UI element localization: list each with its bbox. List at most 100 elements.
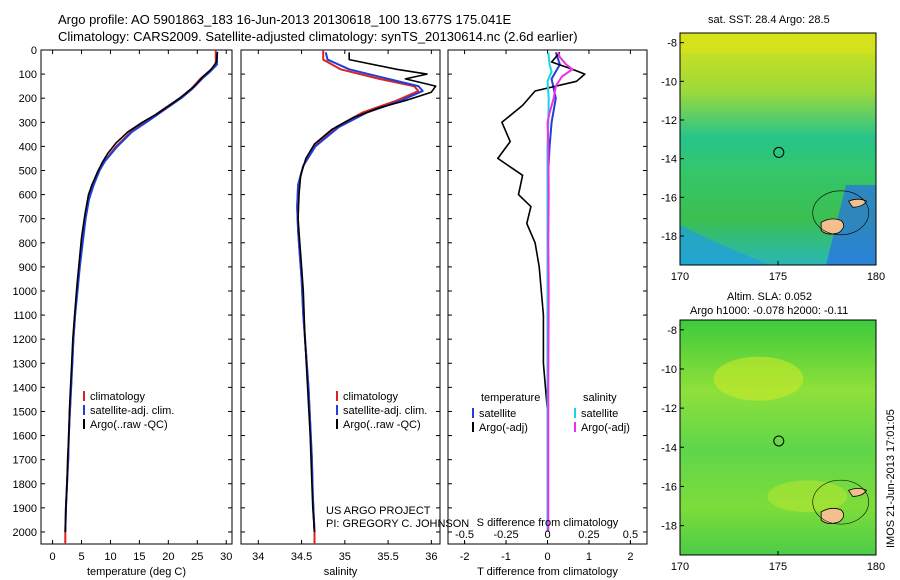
- y-tick-label: 0: [31, 45, 37, 57]
- x-axis-label: salinity: [324, 566, 358, 578]
- x-tick-label: 34: [252, 551, 264, 563]
- map-cool-patch: [680, 225, 770, 265]
- x-tick-label: 5: [78, 551, 84, 563]
- y-tick-label: 1300: [13, 358, 37, 370]
- legend-label: climatology: [90, 391, 146, 403]
- reef-contour: [812, 190, 870, 236]
- map-y-tick-label: -8: [667, 38, 677, 50]
- plot-frame: [240, 49, 441, 545]
- x-tick-label: 20: [162, 551, 174, 563]
- map-y-tick-label: -18: [661, 521, 677, 533]
- map-y-tick-label: -16: [661, 481, 677, 493]
- y-tick-label: 700: [19, 214, 37, 226]
- x-tick-label: 10: [104, 551, 116, 563]
- sla-map-title-line2: Argo h1000: -0.078 h2000: -0.11: [690, 305, 849, 317]
- sla-map: [679, 319, 877, 556]
- x-tick-label: 0: [544, 551, 550, 563]
- y-tick-label: 900: [19, 262, 37, 274]
- map-y-tick-label: -14: [661, 442, 677, 454]
- y-tick-label: 600: [19, 190, 37, 202]
- y-tick-label: 1900: [13, 503, 37, 515]
- series-line-argo: [297, 52, 437, 533]
- sst-map: [679, 32, 877, 266]
- y-tick-label: 1100: [13, 310, 37, 322]
- series-line-argo: [496, 51, 586, 532]
- map-x-tick-label: 170: [671, 271, 689, 283]
- imos-credit: IMOS 21-Jun-2013 17:01:05: [885, 409, 897, 548]
- sla-map-title-line1: Altim. SLA: 0.052: [727, 291, 812, 303]
- y-tick-label: 1000: [13, 286, 37, 298]
- legend-label: satellite-adj. clim.: [90, 405, 174, 417]
- x-tick-label: 34.5: [291, 551, 312, 563]
- map-x-tick-label: 180: [867, 271, 885, 283]
- y-tick-label: 200: [19, 93, 37, 105]
- x-tick-label: 25: [191, 551, 203, 563]
- y-tick-label: 500: [19, 165, 37, 177]
- x2-axis-label: S difference from climatology: [477, 517, 619, 529]
- map-x-tick-label: 175: [769, 561, 787, 573]
- map-cool-patch: [826, 185, 876, 265]
- project-label: US ARGO PROJECT: [326, 505, 431, 517]
- y-tick-label: 800: [19, 238, 37, 250]
- sst-map-title: sat. SST: 28.4 Argo: 28.5: [708, 14, 830, 26]
- map-high-patch: [713, 356, 804, 401]
- legend-label: satellite: [479, 408, 516, 420]
- x2-tick-label: -0.5: [455, 529, 474, 541]
- profile-title: Argo profile: AO 5901863_183 16-Jun-2013…: [58, 12, 512, 27]
- x-tick-label: 35.5: [377, 551, 398, 563]
- legend-label: Argo(-adj): [581, 422, 630, 434]
- series-line-argo_salinity: [546, 52, 574, 532]
- y-tick-label: 2000: [13, 527, 37, 539]
- y-tick-label: 300: [19, 117, 37, 129]
- y-tick-label: 1700: [13, 455, 37, 467]
- x-axis-label: T difference from climatology: [477, 566, 618, 578]
- argo-location-marker: [773, 146, 785, 158]
- map-y-tick-label: -18: [661, 231, 677, 243]
- legend-label: Argo(-adj): [479, 422, 528, 434]
- map-y-tick-label: -12: [661, 115, 677, 127]
- x-tick-label: 36: [425, 551, 437, 563]
- y-tick-label: 1800: [13, 479, 37, 491]
- y-tick-label: 400: [19, 141, 37, 153]
- x-tick-label: -1: [501, 551, 511, 563]
- island-shape: [820, 218, 845, 235]
- map-x-tick-label: 170: [671, 561, 689, 573]
- legend-label: Argo(..raw -QC): [90, 419, 168, 431]
- x-tick-label: 35: [339, 551, 351, 563]
- map-y-tick-label: -10: [661, 364, 677, 376]
- map-y-tick-label: -12: [661, 403, 677, 415]
- legend-label: Argo(..raw -QC): [343, 419, 421, 431]
- map-y-tick-label: -10: [661, 76, 677, 88]
- y-tick-label: 1400: [13, 382, 37, 394]
- y-tick-label: 1500: [13, 406, 37, 418]
- island-shape: [847, 198, 868, 208]
- x-axis-label: temperature (deg C): [87, 566, 186, 578]
- y-tick-label: 1600: [13, 431, 37, 443]
- x2-tick-label: 0.25: [578, 529, 599, 541]
- x2-tick-label: -0.25: [494, 529, 519, 541]
- reef-contour: [812, 479, 870, 525]
- plot-frame: [40, 49, 233, 545]
- map-y-tick-label: -16: [661, 192, 677, 204]
- x-tick-label: 0: [50, 551, 56, 563]
- map-high-patch: [767, 480, 848, 513]
- climatology-title: Climatology: CARS2009. Satellite-adjuste…: [58, 29, 578, 44]
- x-tick-label: -2: [460, 551, 470, 563]
- map-x-tick-label: 180: [867, 561, 885, 573]
- legend-label: satellite-adj. clim.: [343, 405, 427, 417]
- legend-label: climatology: [343, 391, 399, 403]
- legend-label: satellite: [581, 408, 618, 420]
- x2-tick-label: 0: [544, 529, 550, 541]
- map-field: [680, 320, 876, 555]
- y-tick-label: 100: [19, 69, 37, 81]
- map-y-tick-label: -14: [661, 154, 677, 166]
- argo-location-marker: [773, 435, 785, 447]
- x-tick-label: 1: [586, 551, 592, 563]
- map-y-tick-label: -8: [667, 325, 677, 337]
- y-tick-label: 1200: [13, 334, 37, 346]
- island-shape: [847, 487, 868, 497]
- island-shape: [820, 507, 845, 524]
- map-warm-band: [680, 33, 876, 53]
- series-line-argo: [64, 51, 219, 533]
